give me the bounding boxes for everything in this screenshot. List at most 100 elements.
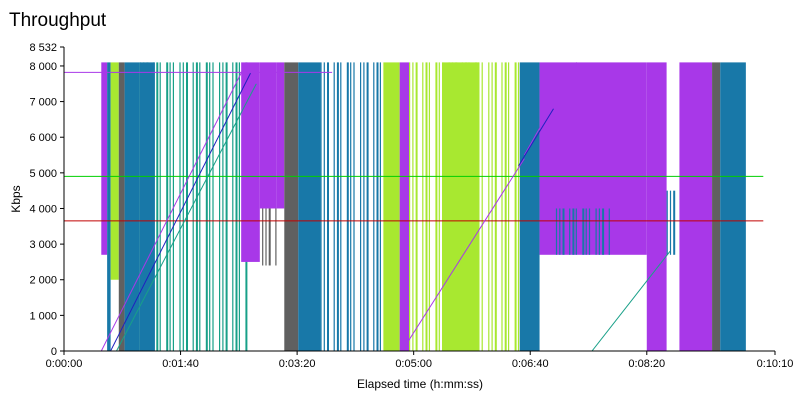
series-line-6	[401, 158, 525, 351]
traffic-bar-stripe	[169, 62, 171, 351]
y-tick-label: 8 000	[29, 61, 57, 73]
traffic-bar-stripe	[212, 62, 214, 351]
traffic-bar-stripe	[268, 208, 271, 266]
traffic-bar-stripe	[333, 62, 335, 351]
traffic-bar-stripe	[179, 62, 181, 351]
traffic-bar-stripe	[166, 62, 169, 351]
traffic-bar-stripe	[235, 62, 238, 351]
traffic-bar-3	[118, 62, 125, 351]
traffic-bar-stripe	[232, 62, 234, 351]
traffic-bar-stripe	[323, 62, 325, 351]
traffic-bar-25	[720, 62, 746, 351]
traffic-bar-stripe	[481, 62, 483, 351]
traffic-bar-23	[679, 62, 713, 351]
traffic-bar-15	[399, 62, 410, 351]
traffic-bar-stripe	[602, 208, 605, 255]
traffic-bar-stripe	[559, 208, 561, 255]
traffic-bar-6	[139, 62, 155, 351]
series-line-8	[518, 108, 554, 166]
traffic-bar-stripe	[412, 62, 414, 351]
traffic-bar-stripe	[425, 62, 428, 351]
traffic-bar-stripe	[517, 62, 520, 351]
traffic-bar-stripe	[422, 62, 424, 351]
traffic-bar-stripe	[195, 62, 198, 351]
traffic-bar-stripe	[442, 62, 444, 351]
traffic-bar-stripe	[488, 62, 490, 351]
traffic-bar-stripe	[666, 190, 668, 255]
traffic-bar-stripe	[238, 62, 240, 351]
traffic-bar-stripe	[438, 62, 440, 351]
traffic-bar-stripe	[595, 208, 597, 255]
traffic-bar-stripe	[156, 62, 159, 351]
traffic-bar-18	[519, 62, 540, 351]
traffic-bar-stripe	[192, 62, 194, 351]
traffic-bar-group-22	[666, 190, 676, 255]
traffic-bar-stripe	[262, 208, 264, 266]
traffic-bar-group-20	[555, 208, 610, 255]
traffic-bar-11	[284, 62, 299, 351]
traffic-bar-stripe	[435, 62, 438, 351]
traffic-bar-stripe	[555, 208, 558, 255]
traffic-bar-21	[646, 62, 667, 351]
traffic-bar-stripe	[186, 62, 188, 351]
traffic-bar-17	[442, 62, 479, 351]
traffic-bar-stripe	[350, 62, 352, 351]
traffic-bar-stripe	[562, 208, 565, 255]
y-tick-label: 3 000	[29, 239, 57, 251]
x-tick-label: 0:03:20	[279, 358, 316, 370]
x-tick-label: 0:01:40	[162, 358, 199, 370]
traffic-bar-stripe	[219, 62, 221, 351]
traffic-bar-14	[383, 62, 400, 351]
traffic-bar-stripe	[669, 190, 672, 255]
traffic-bar-stripe	[673, 190, 676, 255]
y-tick-label: 8 532	[29, 42, 57, 54]
traffic-bar-stripe	[222, 62, 224, 351]
traffic-bar-stripe	[504, 62, 507, 351]
y-tick-label: 2 000	[29, 275, 57, 287]
y-axis-label: Kbps	[9, 185, 23, 212]
traffic-bar-stripe	[409, 62, 411, 351]
traffic-bar-stripe	[363, 62, 365, 351]
chart-title: Throughput	[9, 10, 107, 31]
traffic-bar-stripe	[572, 208, 575, 255]
traffic-bar-10	[276, 62, 285, 209]
traffic-bar-stripe	[265, 208, 267, 266]
series-line-4	[110, 72, 251, 351]
traffic-bar-1	[107, 62, 111, 351]
traffic-bar-group-5	[139, 62, 248, 351]
traffic-bar-stripe	[205, 62, 208, 351]
series-line-3	[100, 65, 246, 351]
traffic-bar-stripe	[588, 208, 591, 255]
traffic-bar-stripe	[508, 62, 510, 351]
traffic-bar-stripe	[494, 62, 497, 351]
traffic-bars-layer	[101, 62, 746, 351]
x-tick-label: 0:06:40	[512, 358, 549, 370]
traffic-bar-stripe	[373, 62, 375, 351]
y-tick-label: 4 000	[29, 203, 57, 215]
traffic-bar-stripe	[569, 208, 571, 255]
x-tick-label: 0:05:00	[395, 358, 432, 370]
y-tick-label: 6 000	[29, 132, 57, 144]
series-line-7	[523, 62, 578, 156]
traffic-bar-stripe	[327, 62, 329, 351]
x-tick-label: 0:00:00	[46, 358, 83, 370]
traffic-bar-7	[241, 62, 260, 262]
traffic-bar-stripe	[353, 62, 355, 351]
traffic-bar-8	[259, 62, 277, 209]
traffic-bar-stripe	[199, 62, 201, 351]
x-axis-ticks: 0:00:00 0:01:40 0:03:20 0:05:00 0:06:40 0:08:…	[46, 351, 793, 370]
traffic-bar-stripe	[575, 208, 577, 255]
traffic-bar-stripe	[379, 62, 381, 351]
traffic-bar-stripe	[491, 62, 493, 351]
series-lines-layer	[64, 62, 775, 351]
traffic-bar-stripe	[514, 62, 517, 351]
traffic-bar-stripe	[225, 62, 228, 351]
traffic-bar-12	[298, 62, 321, 351]
series-line-5	[116, 83, 257, 351]
traffic-bar-stripe	[585, 208, 587, 255]
y-tick-label: 0	[51, 346, 57, 358]
traffic-bar-stripe	[428, 62, 430, 351]
traffic-bar-stripe	[340, 62, 342, 351]
x-tick-label: 0:08:20	[628, 358, 665, 370]
traffic-bar-stripe	[501, 62, 503, 351]
